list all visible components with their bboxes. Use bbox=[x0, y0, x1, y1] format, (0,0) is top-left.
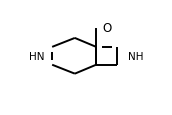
Text: NH: NH bbox=[128, 51, 144, 61]
Text: HN: HN bbox=[29, 51, 45, 61]
Text: O: O bbox=[102, 22, 111, 34]
